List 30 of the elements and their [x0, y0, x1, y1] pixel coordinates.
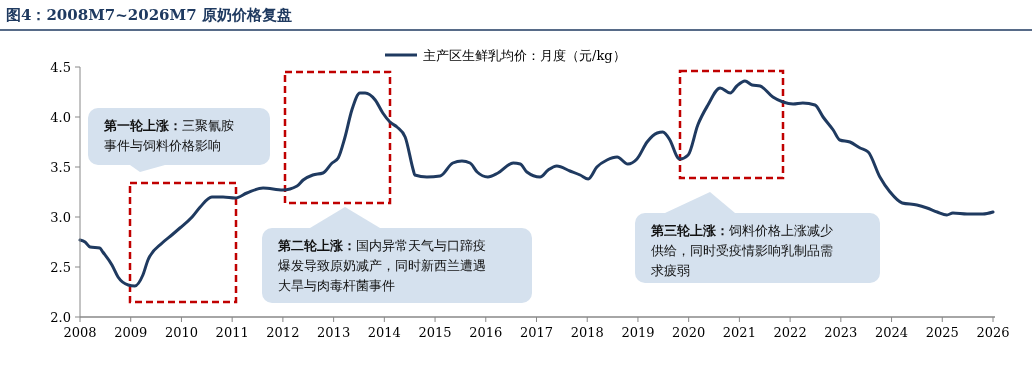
legend-label: 主产区生鲜乳均价：月度（元/kg） — [423, 47, 626, 63]
x-tick-label: 2025 — [925, 325, 959, 340]
x-tick-label: 2018 — [570, 325, 604, 340]
x-tick-label: 2016 — [469, 325, 503, 340]
x-tick-label: 2013 — [317, 325, 351, 340]
y-tick-label: 3.5 — [50, 159, 71, 175]
y-tick-label: 2.0 — [50, 309, 71, 325]
x-tick-label: 2017 — [519, 325, 554, 340]
x-tick-label: 2020 — [672, 325, 706, 340]
chart-title: 图4：2008M7~2026M7 原奶价格复盘 — [6, 6, 292, 24]
x-tick-label: 2012 — [266, 325, 300, 340]
x-tick-label: 2021 — [722, 325, 756, 340]
x-tick-label: 2014 — [367, 325, 401, 340]
y-tick-label: 4.0 — [50, 109, 71, 125]
annotation: 第三轮上涨：饲料价格上涨减少供给，同时受疫情影响乳制品需求疲弱 — [650, 223, 833, 278]
annotation: 第二轮上涨：国内异常天气与口蹄疫爆发导致原奶减产，同时新西兰遭遇大旱与肉毒杆菌事件 — [277, 238, 486, 293]
x-tick-label: 2008 — [63, 325, 97, 340]
x-tick-label: 2009 — [114, 325, 148, 340]
y-tick-label: 4.5 — [50, 59, 71, 75]
x-tick-label: 2011 — [215, 325, 249, 340]
x-tick-label: 2015 — [418, 325, 452, 340]
y-tick-label: 2.5 — [50, 259, 71, 275]
y-tick-label: 3.0 — [50, 209, 71, 225]
annotation: 第一轮上涨：三聚氰胺事件与饲料价格影响 — [103, 118, 234, 153]
x-tick-label: 2010 — [164, 325, 198, 340]
x-tick-label: 2024 — [875, 325, 909, 340]
x-tick-label: 2019 — [621, 325, 655, 340]
x-tick-label: 2026 — [976, 325, 1010, 340]
x-tick-label: 2023 — [824, 325, 858, 340]
x-tick-label: 2022 — [773, 325, 807, 340]
